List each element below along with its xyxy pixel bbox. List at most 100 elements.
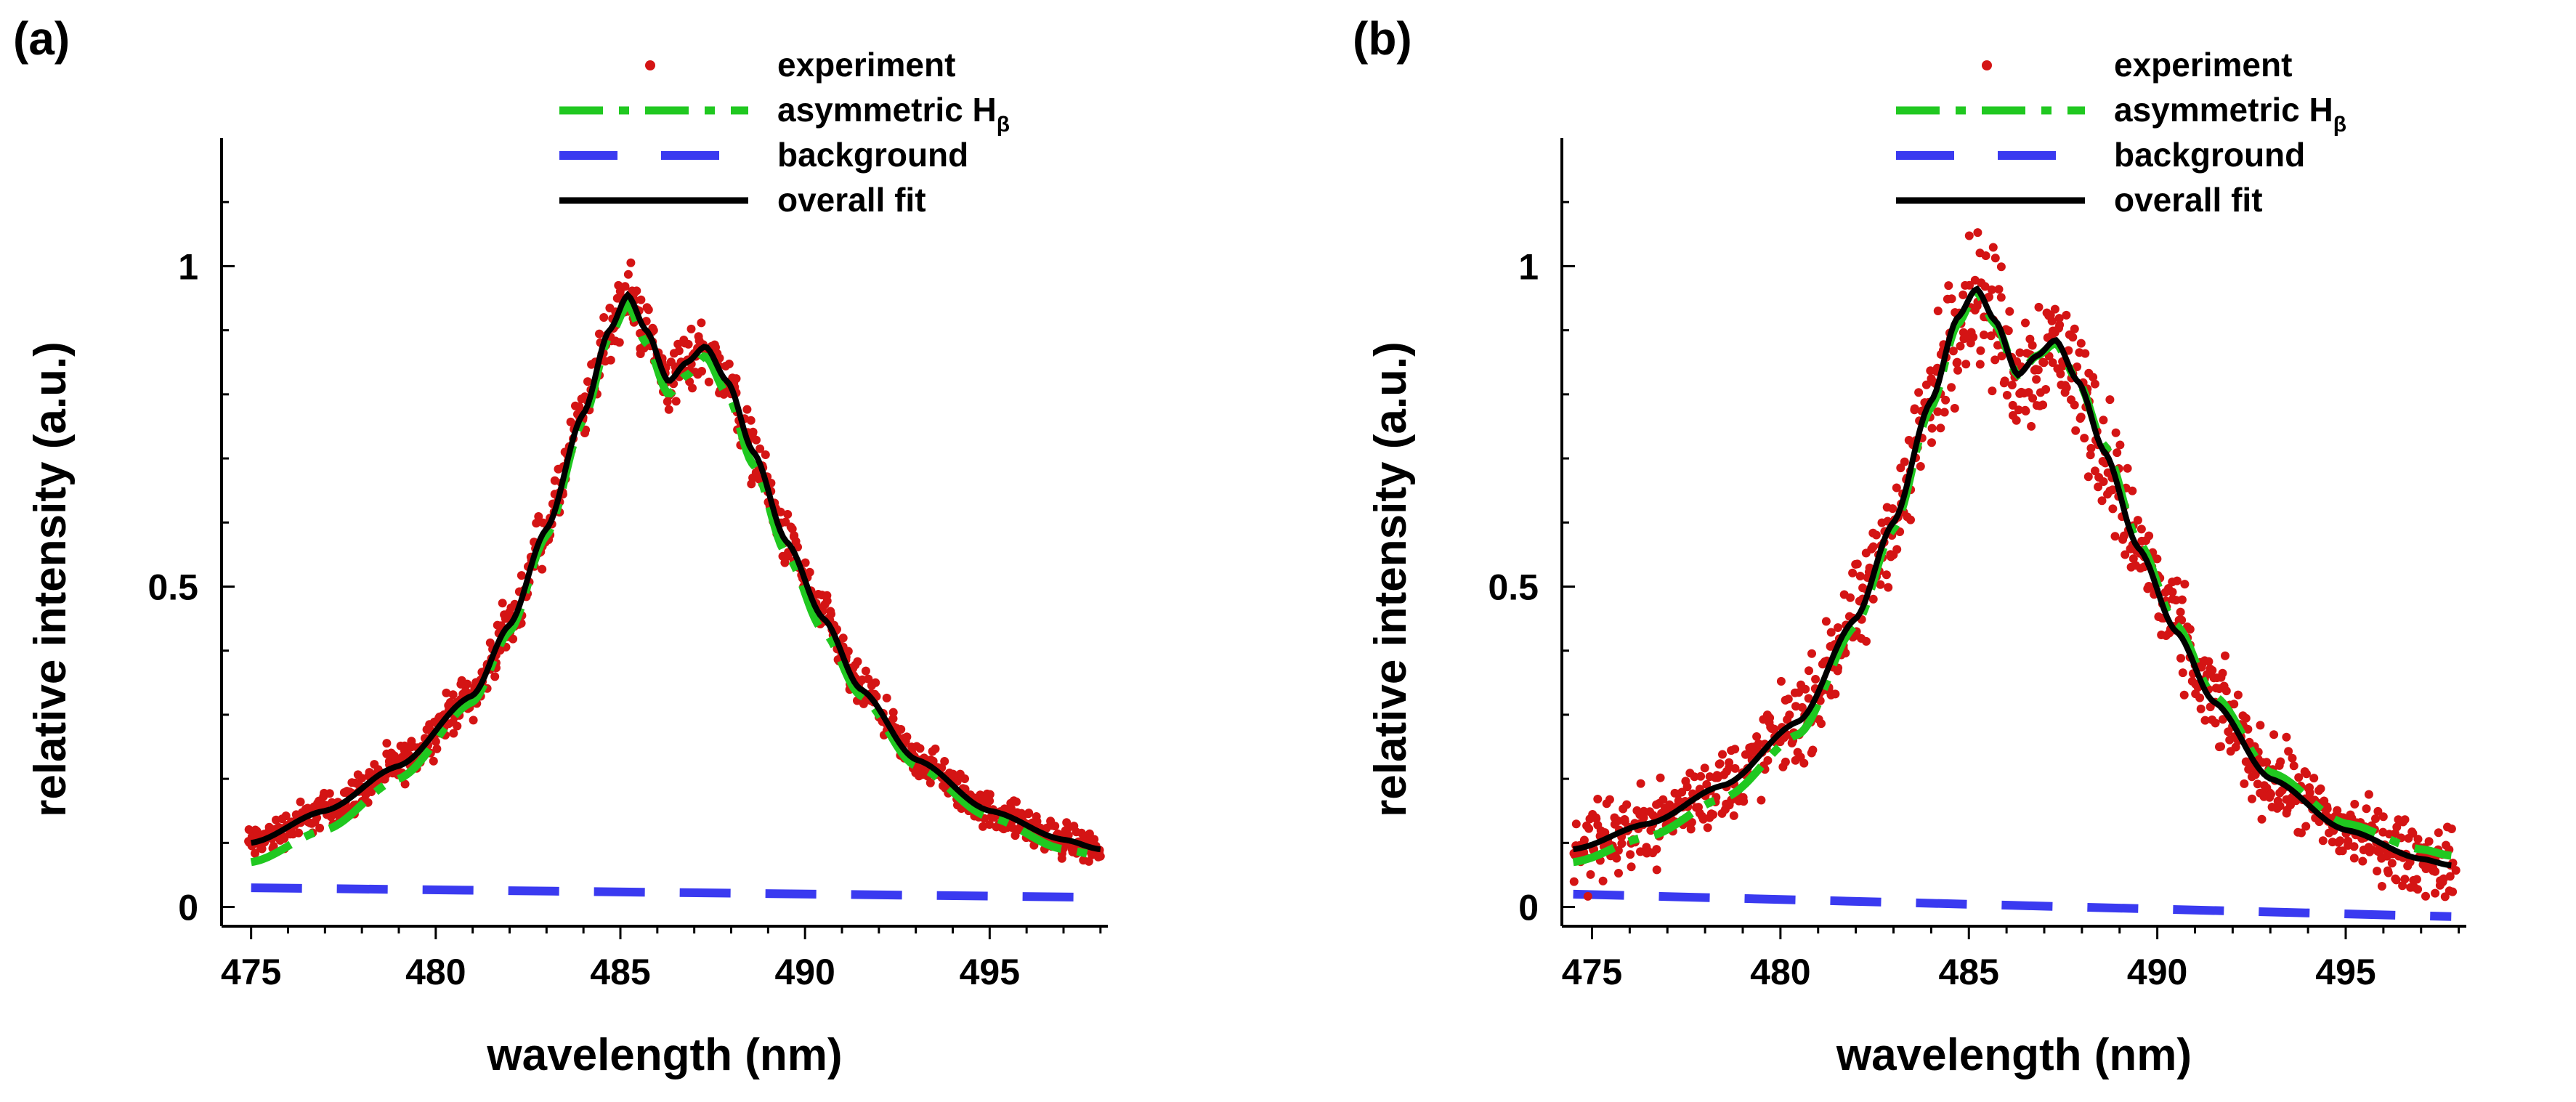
experiment-point bbox=[2294, 773, 2304, 782]
experiment-point bbox=[1831, 689, 1840, 699]
experiment-point bbox=[1933, 307, 1943, 315]
experiment-point bbox=[2115, 440, 2125, 450]
experiment-point bbox=[985, 790, 995, 799]
x-tick-label: 480 bbox=[1750, 952, 1810, 992]
experiment-point bbox=[1882, 570, 1891, 580]
experiment-point bbox=[1985, 292, 1993, 301]
experiment-point bbox=[2424, 837, 2434, 846]
experiment-point bbox=[1636, 779, 1645, 788]
experiment-point bbox=[1690, 772, 1699, 782]
experiment-point bbox=[2176, 654, 2185, 663]
experiment-point bbox=[979, 822, 987, 831]
experiment-point bbox=[1652, 845, 1661, 854]
x-axis-title: wavelength (nm) bbox=[1836, 1030, 2192, 1080]
experiment-point bbox=[1834, 623, 1842, 632]
experiment-point bbox=[432, 744, 442, 753]
experiment-point bbox=[1579, 835, 1589, 845]
experiment-point bbox=[1652, 865, 1661, 875]
experiment-point bbox=[960, 774, 969, 783]
experiment-point bbox=[2068, 333, 2078, 342]
experiment-point bbox=[2108, 485, 2118, 495]
experiment-point bbox=[2240, 779, 2249, 788]
experiment-point bbox=[853, 657, 862, 666]
experiment-point bbox=[2086, 450, 2095, 460]
experiment-point bbox=[787, 524, 797, 534]
experiment-point bbox=[1613, 816, 1623, 825]
legend-label-background: background bbox=[777, 136, 968, 174]
experiment-point bbox=[1658, 795, 1668, 804]
experiment-point bbox=[2133, 516, 2142, 525]
experiment-point bbox=[1973, 228, 1982, 238]
x-axis-title: wavelength (nm) bbox=[486, 1030, 842, 1080]
experiment-point bbox=[281, 811, 291, 821]
experiment-point bbox=[2039, 358, 2049, 368]
experiment-point bbox=[704, 377, 713, 386]
experiment-point bbox=[2021, 318, 2030, 328]
experiment-point bbox=[1927, 438, 1936, 447]
experiment-point bbox=[1622, 800, 1632, 809]
experiment-point bbox=[1944, 281, 1953, 291]
experiment-point bbox=[2269, 730, 2279, 740]
experiment-point bbox=[783, 510, 793, 519]
experiment-point bbox=[1888, 504, 1897, 514]
experiment-point bbox=[1032, 817, 1042, 826]
experiment-point bbox=[2071, 426, 2081, 435]
experiment-point bbox=[776, 507, 785, 516]
experiment-point bbox=[1613, 846, 1623, 855]
experiment-point bbox=[2136, 524, 2146, 534]
experiment-point bbox=[882, 693, 891, 702]
experiment-point bbox=[1990, 355, 2000, 365]
experiment-point bbox=[407, 737, 416, 746]
experiment-point bbox=[2062, 383, 2071, 392]
experiment-point bbox=[538, 564, 547, 574]
experiment-point bbox=[257, 844, 267, 854]
experiment-point bbox=[1948, 347, 1958, 356]
experiment-point bbox=[1791, 702, 1800, 711]
experiment-point bbox=[2144, 531, 2154, 540]
experiment-point bbox=[1612, 854, 1621, 863]
experiment-point bbox=[2378, 812, 2388, 822]
background-line bbox=[251, 883, 1101, 902]
experiment-point bbox=[1715, 759, 1725, 769]
experiment-point bbox=[2391, 829, 2399, 838]
experiment-point bbox=[490, 672, 500, 681]
x-tick-label: 480 bbox=[405, 952, 466, 992]
experiment-point bbox=[1754, 739, 1763, 748]
experiment-point bbox=[2383, 868, 2393, 878]
experiment-point bbox=[888, 714, 898, 724]
experiment-point bbox=[1990, 254, 2000, 263]
experiment-point bbox=[931, 744, 940, 753]
panel-label: (b) bbox=[1353, 12, 1412, 65]
experiment-point bbox=[1569, 877, 1579, 886]
experiment-point bbox=[2373, 806, 2383, 816]
experiment-point bbox=[626, 258, 636, 267]
experiment-point bbox=[2358, 856, 2368, 866]
experiment-point bbox=[1799, 758, 1809, 768]
panel-label: (a) bbox=[13, 12, 70, 65]
experiment-point bbox=[697, 318, 706, 328]
experiment-point bbox=[2015, 348, 2025, 357]
experiment-point bbox=[2196, 704, 2206, 713]
experiment-point bbox=[2289, 761, 2298, 771]
experiment-point bbox=[1805, 666, 1813, 676]
overall-fit-line bbox=[250, 291, 1101, 853]
experiment-points bbox=[1569, 228, 2460, 902]
experiment-point bbox=[2251, 770, 2260, 779]
experiment-point bbox=[2089, 373, 2098, 382]
experiment-point bbox=[1936, 424, 1945, 433]
experiment-point bbox=[838, 633, 848, 643]
experiment-point bbox=[2257, 814, 2267, 824]
experiment-point bbox=[671, 397, 681, 406]
experiment-point bbox=[244, 825, 254, 834]
legend-marker-experiment bbox=[645, 60, 655, 70]
experiment-point bbox=[2211, 718, 2220, 728]
experiment-point bbox=[595, 329, 604, 339]
experiment-point bbox=[2062, 310, 2071, 320]
legend-label-asym: asymmetric Hβ bbox=[777, 91, 1010, 137]
experiment-point bbox=[1921, 380, 1931, 389]
experiment-point bbox=[2439, 874, 2448, 883]
experiment-point bbox=[1012, 797, 1021, 806]
experiment-point bbox=[1862, 636, 1871, 646]
experiment-point bbox=[1994, 285, 2004, 294]
experiment-point bbox=[1709, 810, 1718, 819]
